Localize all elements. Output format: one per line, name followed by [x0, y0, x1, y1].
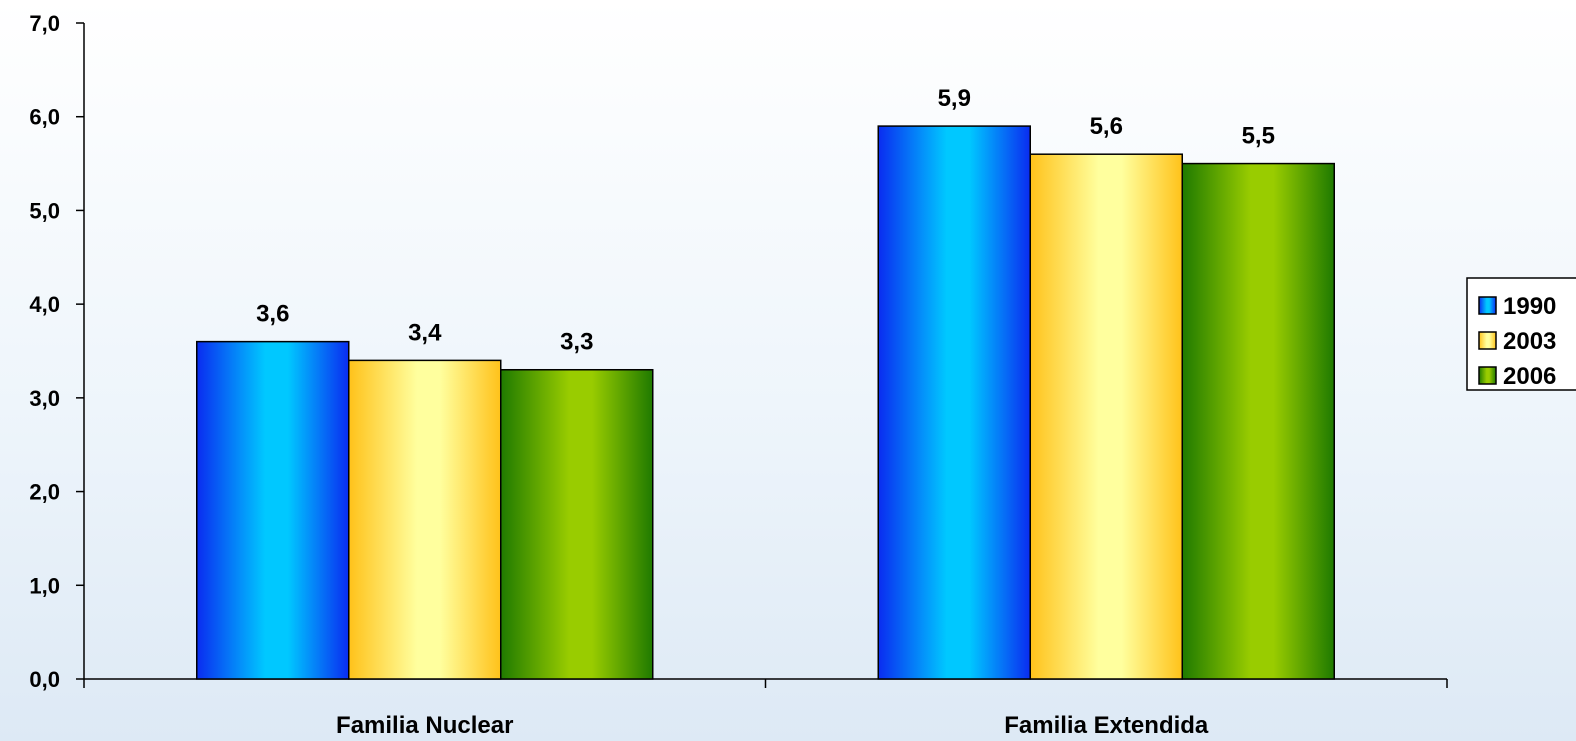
- y-tick-label: 2,0: [29, 480, 60, 505]
- y-tick-label: 1,0: [29, 573, 60, 598]
- axes: 0,0 1,0 2,0 3,0 4,0 5,0 6,0 7,0 Familia Nuclear F…: [29, 11, 1448, 739]
- legend-label: 2006: [1503, 363, 1556, 390]
- bars: [196, 125, 1335, 680]
- bar-2003-1: [1029, 153, 1183, 680]
- x-category-label: Familia Extendida: [1004, 712, 1209, 739]
- data-label: 3,3: [560, 329, 593, 356]
- bar-2003-0: [348, 359, 502, 680]
- y-tick-label: 5,0: [29, 198, 60, 223]
- legend-label: 1990: [1503, 293, 1556, 320]
- bar-1990-1: [877, 125, 1031, 680]
- data-label: 5,5: [1242, 123, 1275, 150]
- bar-1990-0: [196, 340, 350, 680]
- y-tick-label: 3,0: [29, 386, 60, 411]
- legend-swatch-2006: [1478, 366, 1497, 385]
- data-labels: 3,6 3,4 3,3 5,9 5,6 5,5: [256, 85, 1275, 356]
- data-label: 3,6: [256, 301, 289, 328]
- y-tick-label: 4,0: [29, 292, 60, 317]
- legend-label: 2003: [1503, 328, 1556, 355]
- x-category-label: Familia Nuclear: [336, 712, 513, 739]
- legend-swatch-2003: [1478, 331, 1497, 350]
- bar-2006-1: [1181, 162, 1335, 680]
- y-tick-label: 6,0: [29, 105, 60, 130]
- data-label: 5,6: [1090, 113, 1123, 140]
- data-label: 3,4: [408, 319, 442, 346]
- y-tick-label: 0,0: [29, 667, 60, 692]
- legend: 1990 2003 2006: [1466, 277, 1576, 391]
- data-label: 5,9: [938, 85, 971, 112]
- y-tick-label: 7,0: [29, 11, 60, 36]
- bar-2006-0: [500, 368, 654, 680]
- legend-swatch-1990: [1478, 296, 1497, 315]
